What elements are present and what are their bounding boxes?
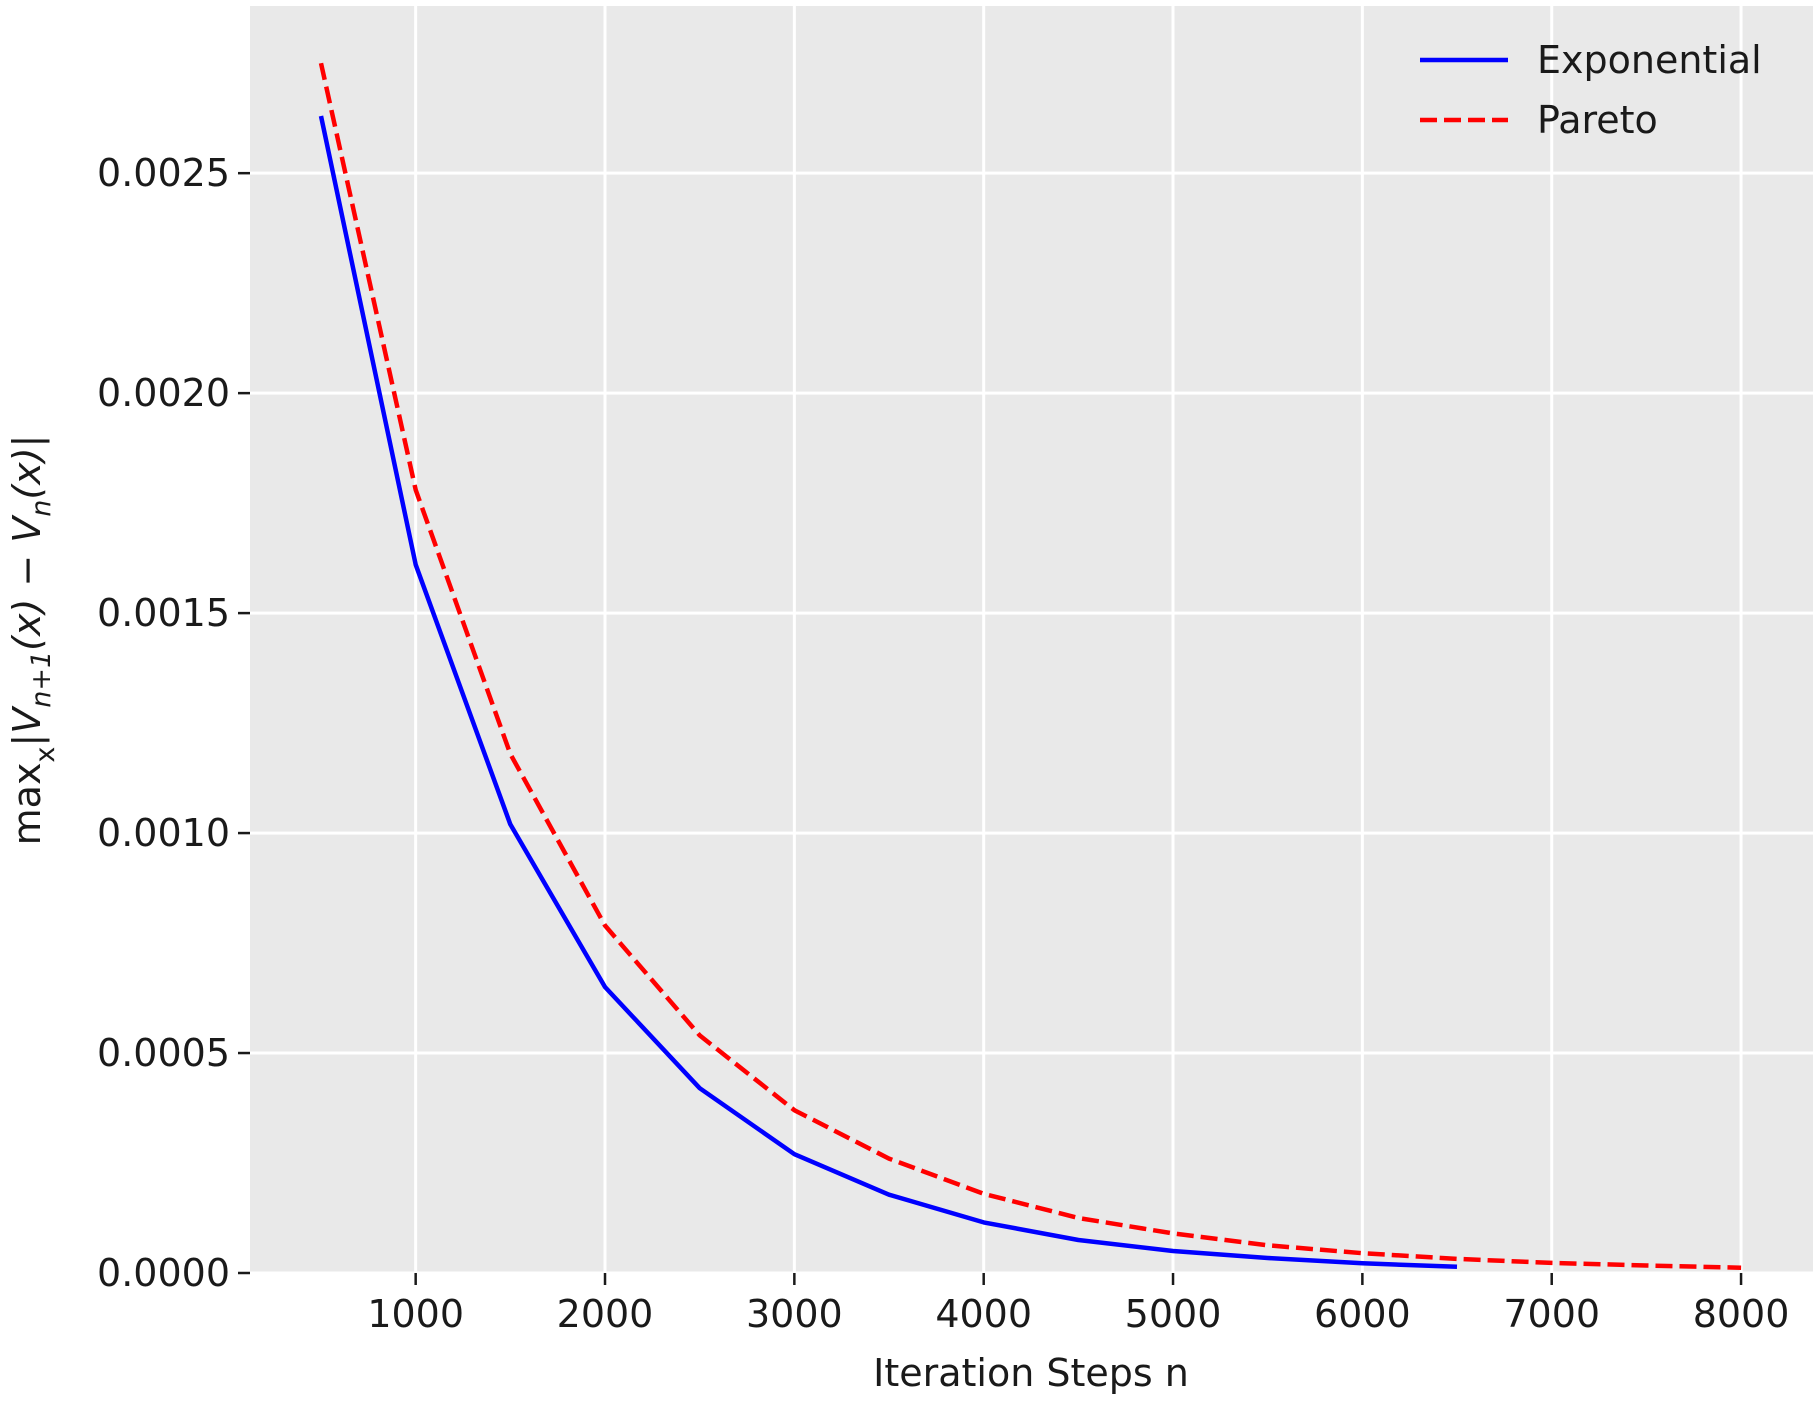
- y-axis-label-max-sub: x: [30, 747, 61, 763]
- y-tick-label: 0.0000: [97, 1251, 230, 1295]
- x-axis-label: Iteration Steps n: [873, 1351, 1189, 1395]
- y-axis-label-arg2: (x): [5, 447, 49, 499]
- x-tick-label: 4000: [935, 1292, 1032, 1336]
- x-tick-label: 3000: [746, 1292, 843, 1336]
- y-axis-label-v2-sub: n: [26, 500, 57, 517]
- series-line-pareto: [318, 62, 1742, 1270]
- grid: [250, 6, 1813, 1275]
- y-axis-label: maxx|Vn+1(x) − Vn(x)|: [5, 435, 61, 846]
- y-tick-label: 0.0005: [97, 1031, 230, 1075]
- y-tick-label: 0.0010: [97, 811, 230, 855]
- x-tick-label: 8000: [1693, 1292, 1790, 1336]
- plot-background: [250, 6, 1813, 1273]
- y-tick-label: 0.0025: [97, 151, 230, 195]
- series-layer: [318, 62, 1742, 1270]
- y-axis-label-v1-sub: n+1: [26, 651, 57, 708]
- series-line-exponential: [318, 115, 1458, 1270]
- legend: Exponential Pareto: [1420, 38, 1762, 142]
- x-tick-label: 6000: [1314, 1292, 1411, 1336]
- x-tick-label: 2000: [557, 1292, 654, 1336]
- y-axis-label-v2: V: [5, 514, 49, 543]
- x-tick-label: 5000: [1125, 1292, 1222, 1336]
- y-axis-label-bar-close: |: [5, 435, 50, 448]
- y-axis-label-v1: V: [5, 705, 49, 734]
- legend-label-exponential: Exponential: [1537, 38, 1762, 82]
- y-tick-label: 0.0020: [97, 371, 230, 415]
- legend-label-pareto: Pareto: [1537, 98, 1658, 142]
- ticks: 1000 2000 3000 4000 5000 6000 7000 8000 0.0000 0.…: [97, 151, 1789, 1336]
- y-axis-label-max: max: [5, 763, 49, 846]
- x-tick-label: 7000: [1503, 1292, 1600, 1336]
- y-axis-label-arg1: (x) −: [5, 543, 49, 651]
- y-axis-label-bar-open: |: [5, 734, 50, 747]
- x-tick-label: 1000: [367, 1292, 464, 1336]
- y-tick-label: 0.0015: [97, 591, 230, 635]
